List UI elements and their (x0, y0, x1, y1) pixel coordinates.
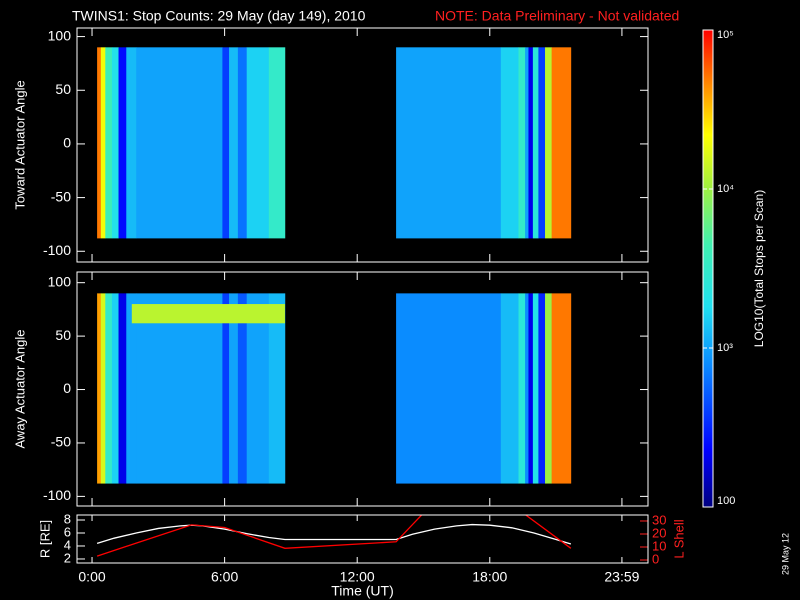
heatmap-cell (237, 293, 248, 484)
heatmap-cell (545, 293, 552, 484)
heatmap-cell (528, 293, 534, 484)
heatmap-cell (246, 47, 270, 239)
heatmap-cell (118, 293, 127, 484)
x-tick-label: 6:00 (211, 569, 238, 585)
heatmap-cell (105, 293, 113, 484)
heatmap-cell (396, 47, 502, 239)
heatmap-cell (518, 47, 526, 239)
heatmap-cell (396, 293, 502, 484)
heatmap-cell (500, 293, 519, 484)
heatmap-cell (268, 293, 286, 484)
plot-frame (76, 514, 649, 564)
heatmap-cell (97, 293, 102, 484)
heatmap-cell (528, 47, 534, 239)
heatmap-cell (551, 293, 572, 484)
heatmap-cell (136, 47, 223, 239)
y-axis-label: Away Actuator Angle (12, 329, 27, 448)
heatmap-cell (545, 47, 552, 239)
y-tick-label: 2 (64, 550, 71, 565)
y-tick-label: 4 (64, 537, 71, 552)
heatmap-cell (538, 293, 546, 484)
y2-tick-label: 0 (652, 551, 659, 566)
heatmap-cell (136, 293, 223, 484)
heatmap-cell (118, 47, 127, 239)
heatmap-cell (222, 293, 230, 484)
heatmap-cell (518, 293, 526, 484)
heatmap-band (131, 304, 285, 324)
date-stamp: 29 May 12 (780, 533, 790, 575)
heatmap-cell (126, 47, 137, 239)
y-tick-label: 100 (48, 273, 72, 289)
heatmap-cell (532, 293, 539, 484)
y-tick-label: 100 (48, 27, 72, 43)
plot-frame (76, 27, 649, 263)
colorbar-tick-label: 10⁴ (717, 183, 734, 195)
heatmap-cell (268, 47, 286, 239)
heatmap-cell (111, 293, 119, 484)
heatmap-cell (525, 47, 529, 239)
y2-axis-label: L Shell (671, 519, 686, 558)
colorbar-tick-label: 100 (717, 495, 735, 507)
y-axis-label: Toward Actuator Angle (12, 80, 27, 209)
x-tick-label: 0:00 (78, 569, 105, 585)
y-tick-label: 50 (55, 81, 71, 97)
series-line (96, 515, 572, 557)
colorbar-tick-label: 10³ (717, 342, 733, 354)
title: TWINS1: Stop Counts: 29 May (day 149), 2… (72, 8, 366, 24)
x-tick-label: 23:59 (604, 569, 639, 585)
heatmap-cell (246, 293, 270, 484)
heatmap-cell (229, 47, 239, 239)
plot-frame (76, 271, 649, 507)
y-tick-label: 0 (63, 380, 71, 396)
y-tick-label: 50 (55, 327, 71, 343)
y-tick-label: 0 (63, 135, 71, 151)
heatmap-cell (105, 47, 113, 239)
y-tick-label: 8 (64, 511, 71, 526)
y-tick-label: -100 (43, 242, 71, 258)
heatmap-cell (237, 47, 248, 239)
heatmap-cell (229, 293, 239, 484)
y-tick-label: -100 (43, 487, 71, 503)
x-axis-label: Time (UT) (331, 583, 393, 599)
note: NOTE: Data Preliminary - Not validated (435, 8, 679, 24)
heatmap-cell (100, 293, 106, 484)
y-tick-label: 6 (64, 524, 71, 539)
y2-tick-label: 10 (652, 538, 666, 553)
colorbar-label: LOG10(Total Stops per Scan) (752, 190, 766, 347)
y-axis-label: R [RE] (37, 520, 52, 558)
heatmap-cell (525, 293, 529, 484)
colorbar (702, 29, 714, 508)
heatmap-cell (111, 47, 119, 239)
heatmap-cell (551, 47, 572, 239)
colorbar-tick-label: 10⁵ (717, 29, 734, 41)
y2-tick-label: 30 (652, 512, 666, 527)
heatmap-cell (532, 47, 539, 239)
y-tick-label: -50 (51, 188, 71, 204)
y2-tick-label: 20 (652, 525, 666, 540)
heatmap-cell (538, 47, 546, 239)
y-tick-label: -50 (51, 434, 71, 450)
heatmap-cell (222, 47, 230, 239)
heatmap-cell (126, 293, 137, 484)
x-tick-label: 18:00 (472, 569, 507, 585)
line-area (96, 515, 572, 557)
heatmap-cell (500, 47, 519, 239)
heatmap-cell (100, 47, 106, 239)
series-line (96, 523, 572, 545)
x-tick-label: 12:00 (340, 569, 375, 585)
heatmap-cell (97, 47, 102, 239)
